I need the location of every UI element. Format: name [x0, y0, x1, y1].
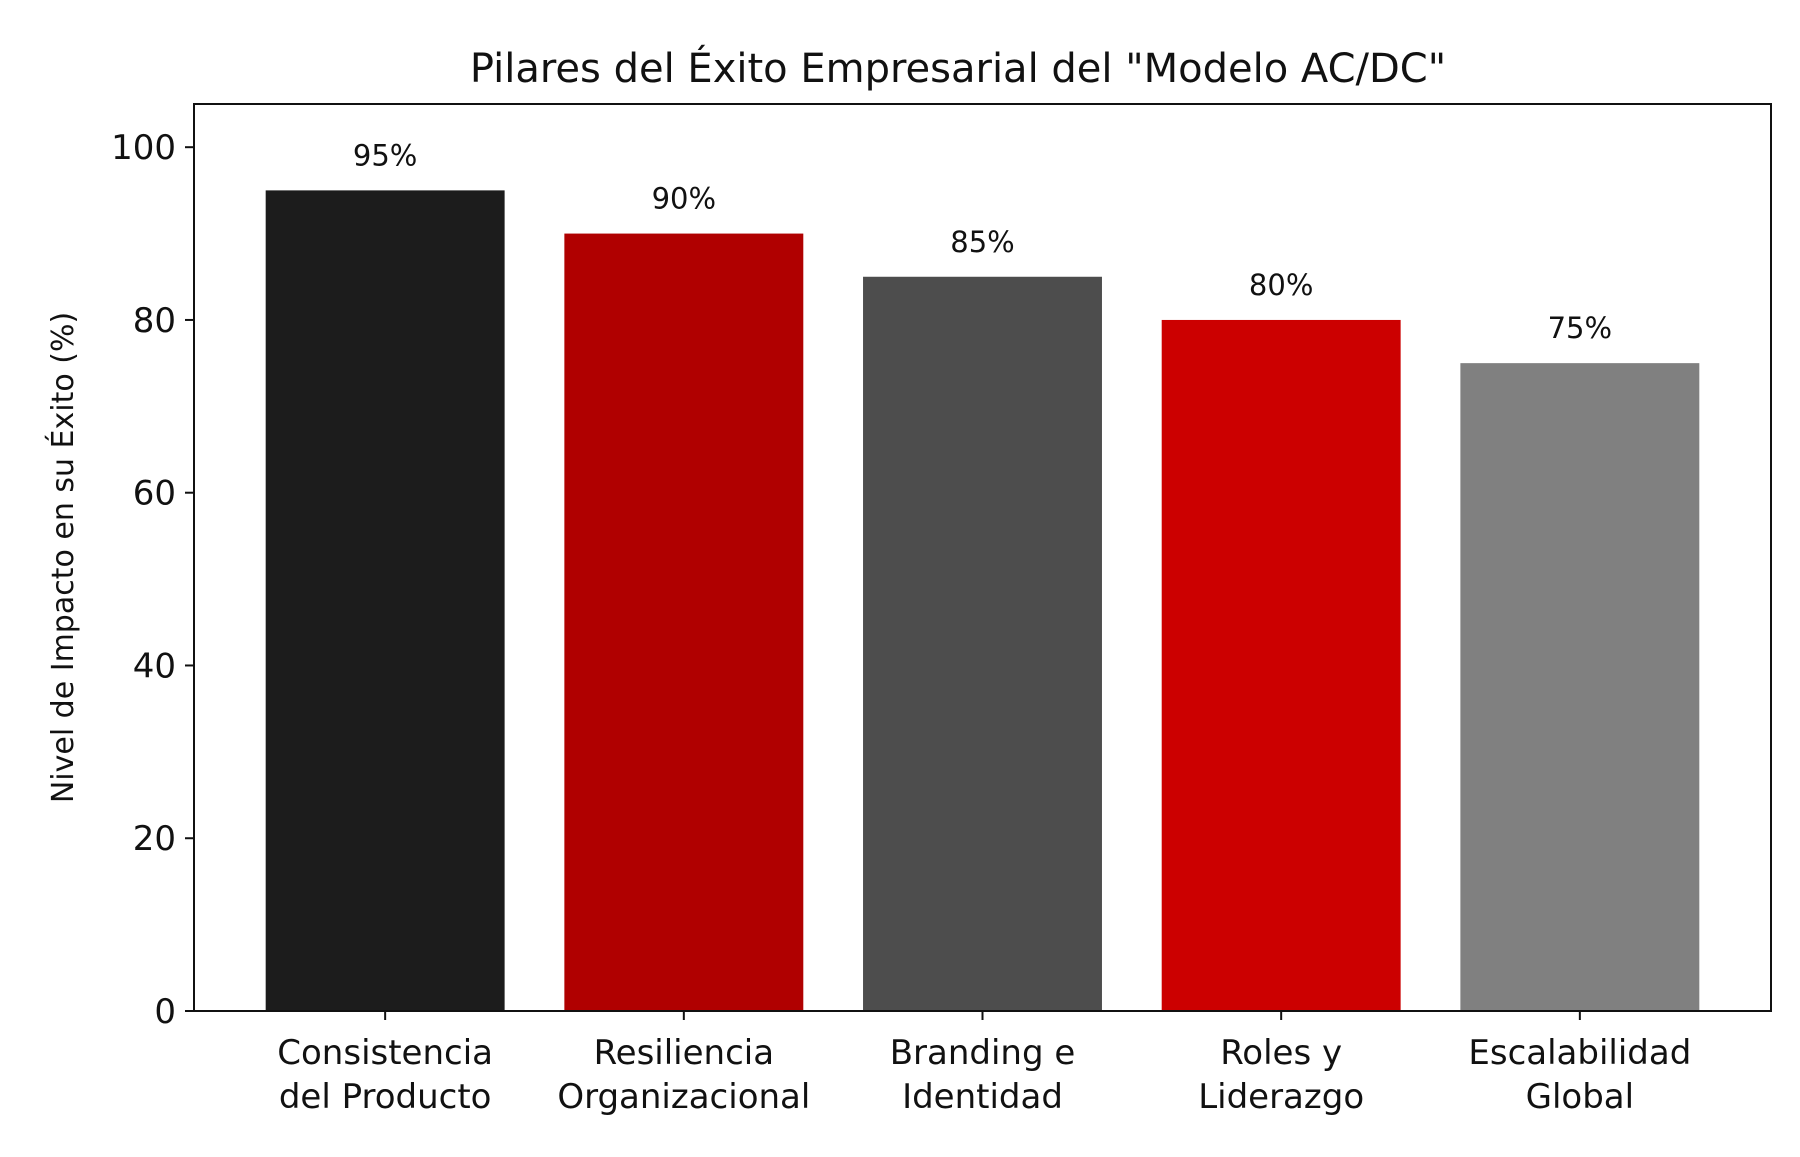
plot-frame — [193, 103, 1772, 1012]
y-tick-label: 40 — [133, 646, 176, 686]
x-tick-label: Consistencia del Producto — [277, 1033, 493, 1117]
data-label: 95% — [353, 138, 417, 172]
x-tick-label: Roles y Liderazgo — [1198, 1033, 1364, 1117]
chart-title: Pilares del Éxito Empresarial del "Model… — [470, 44, 1446, 92]
x-tick-label: Branding e Identidad — [890, 1033, 1076, 1117]
data-label: 90% — [652, 182, 716, 216]
y-tick-label: 60 — [133, 474, 176, 514]
bar — [1460, 363, 1700, 1011]
data-label: 80% — [1249, 268, 1313, 302]
bar — [265, 190, 505, 1011]
y-tick-label: 80 — [133, 301, 176, 341]
bar — [1161, 319, 1401, 1011]
data-label: 75% — [1548, 311, 1612, 345]
y-tick-label: 0 — [154, 992, 176, 1032]
plot-area: 95% Consistencia del Producto 90% Resilienci… — [111, 103, 1772, 1117]
bar — [863, 276, 1102, 1011]
bar — [564, 233, 804, 1011]
y-axis-label: Nivel de Impacto en su Éxito (%) — [45, 312, 81, 803]
y-tick-label: 20 — [133, 819, 176, 859]
x-tick-label: Resiliencia Organizacional — [557, 1033, 810, 1117]
data-label: 85% — [950, 225, 1014, 259]
x-tick-label: Escalabilidad Global — [1468, 1033, 1691, 1117]
y-tick-label: 100 — [111, 128, 176, 168]
